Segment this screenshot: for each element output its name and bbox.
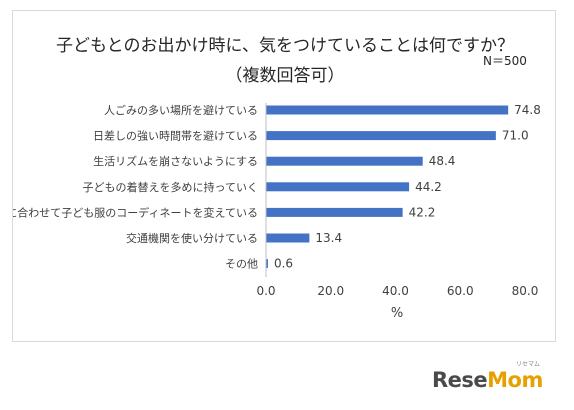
x-tick-label: 80.0 <box>512 284 539 298</box>
category-label: 子どもの着替えを多めに持っていく <box>83 180 258 194</box>
resemom-logo: ReseMom <box>432 368 543 402</box>
bar <box>266 131 496 141</box>
bar <box>266 105 509 115</box>
x-tick-label: 0.0 <box>256 284 275 298</box>
chart-frame: 子どもとのお出かけ時に、気をつけていることは何ですか？ （複数回答可） N＝50… <box>12 10 556 342</box>
value-label: 48.4 <box>429 154 456 168</box>
category-label: 日差しの強い時間帯を避けている <box>93 129 258 143</box>
x-axis-title: % <box>391 306 403 321</box>
bar <box>266 207 403 217</box>
x-tick-label: 40.0 <box>382 284 409 298</box>
value-label: 71.0 <box>502 129 529 143</box>
bar <box>266 182 410 192</box>
category-label: 生活リズムを崩さないようにする <box>93 154 258 168</box>
category-label: 人ごみの多い場所を避けている <box>104 103 258 117</box>
x-tick-label: 60.0 <box>447 284 474 298</box>
value-label: 74.8 <box>514 103 541 117</box>
chart-subtitle: （複数回答可） <box>225 66 345 86</box>
logo-text-main: Rese <box>432 368 488 392</box>
value-label: 44.2 <box>415 180 442 194</box>
bar-chart: 人ごみの多い場所を避けている 74.8 日差しの強い時間帯を避けている 71.0 生活リ… <box>13 103 541 321</box>
value-label: 0.6 <box>274 257 293 271</box>
category-label: その他 <box>225 258 258 271</box>
chart-title: 子どもとのお出かけ時に、気をつけていることは何ですか？ <box>56 36 514 56</box>
value-label: 13.4 <box>315 231 342 245</box>
category-label: 気温に合わせて子ども服のコーディネートを変えている <box>13 205 258 219</box>
value-label: 42.2 <box>409 205 436 219</box>
x-tick-label: 20.0 <box>317 284 344 298</box>
sample-size-note: N＝500 <box>483 54 527 68</box>
bar <box>266 233 310 243</box>
bar <box>266 259 268 269</box>
logo-text-accent: Mom <box>487 368 543 392</box>
category-label: 交通機関を使い分けている <box>126 231 258 245</box>
bar <box>266 156 423 166</box>
logo-kana: リセマム <box>516 361 541 368</box>
